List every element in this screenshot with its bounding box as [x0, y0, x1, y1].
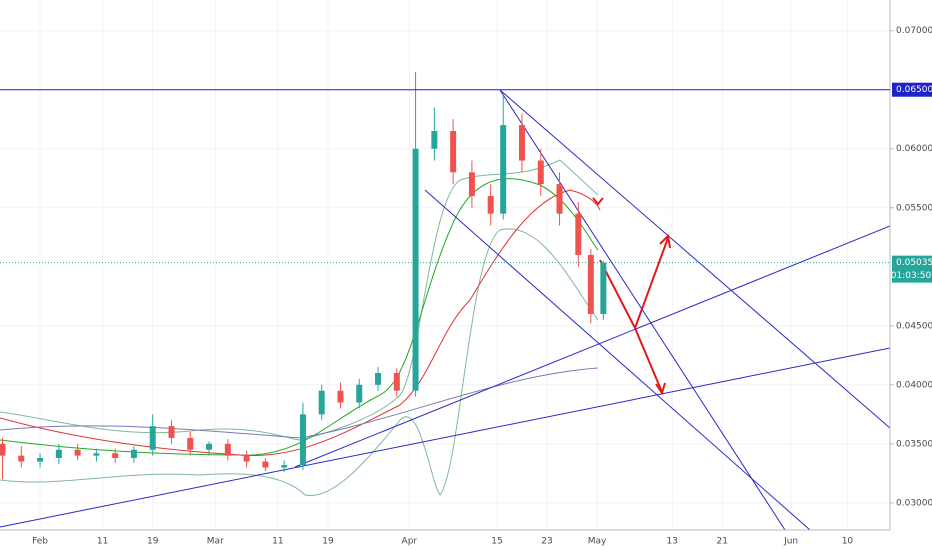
candle-body	[337, 390, 344, 403]
candle-body	[575, 213, 582, 255]
x-tick-label: 19	[322, 537, 334, 547]
trendline	[499, 89, 891, 429]
trendline	[424, 189, 811, 531]
arrows	[592, 197, 671, 396]
candle-body	[206, 443, 213, 450]
x-tick-label: 10	[842, 537, 854, 547]
candle-body	[55, 449, 62, 458]
bollinger-upper	[0, 159, 599, 441]
candle-body	[187, 437, 194, 450]
countdown: 01:03:50	[891, 271, 932, 281]
candle-body	[318, 390, 325, 415]
candle-body	[487, 195, 494, 214]
candle-body	[431, 131, 438, 149]
bollinger-lower	[0, 228, 599, 497]
x-tick-label: 15	[491, 537, 502, 547]
x-tick-label: 11	[97, 537, 108, 547]
x-tick-label: 21	[717, 537, 728, 547]
candle-body	[93, 453, 100, 456]
candle-body	[243, 455, 250, 462]
candle-body	[262, 461, 269, 468]
x-tick-label: 23	[541, 537, 552, 547]
candle-body	[18, 455, 25, 462]
y-tick-label: 0.030000	[896, 498, 932, 508]
candle-body	[130, 449, 137, 458]
candle-body	[518, 125, 525, 161]
ma-fast	[0, 178, 599, 456]
trendline	[294, 225, 891, 468]
candle-body	[168, 426, 175, 438]
candle-body	[224, 443, 231, 456]
candle-body	[500, 125, 507, 214]
candle-body	[600, 262, 607, 314]
candle-body	[412, 148, 419, 391]
level-tag	[892, 82, 932, 97]
candle-body	[556, 184, 563, 214]
candle-body	[37, 457, 44, 462]
x-tick-label: 13	[666, 537, 677, 547]
x-tick-label: Feb	[32, 537, 48, 547]
arrow-head	[592, 197, 604, 206]
candle-body	[468, 172, 475, 196]
candle-body	[74, 449, 81, 456]
arrow-head	[659, 233, 671, 249]
trendline	[0, 347, 891, 528]
candle-body	[149, 426, 156, 450]
candle-body	[587, 254, 594, 314]
x-tick-label: Jun	[783, 537, 798, 547]
arrow-head	[655, 382, 666, 396]
candle-body	[281, 465, 288, 468]
candle-body	[393, 373, 400, 391]
candle-body	[375, 373, 382, 385]
x-tick-label: Apr	[402, 537, 418, 547]
candle-body	[0, 443, 6, 456]
x-tick-label: 19	[147, 537, 159, 547]
candle-body	[299, 414, 306, 466]
candle-body	[450, 131, 457, 173]
candle-body	[112, 453, 119, 458]
last-price-tag	[892, 255, 932, 283]
arrow	[634, 327, 663, 393]
x-tick-label: Mar	[207, 537, 224, 547]
candle-body	[356, 384, 363, 403]
x-tick-label: 11	[272, 537, 283, 547]
candle-body	[537, 160, 544, 185]
x-tick-label: May	[588, 537, 607, 547]
